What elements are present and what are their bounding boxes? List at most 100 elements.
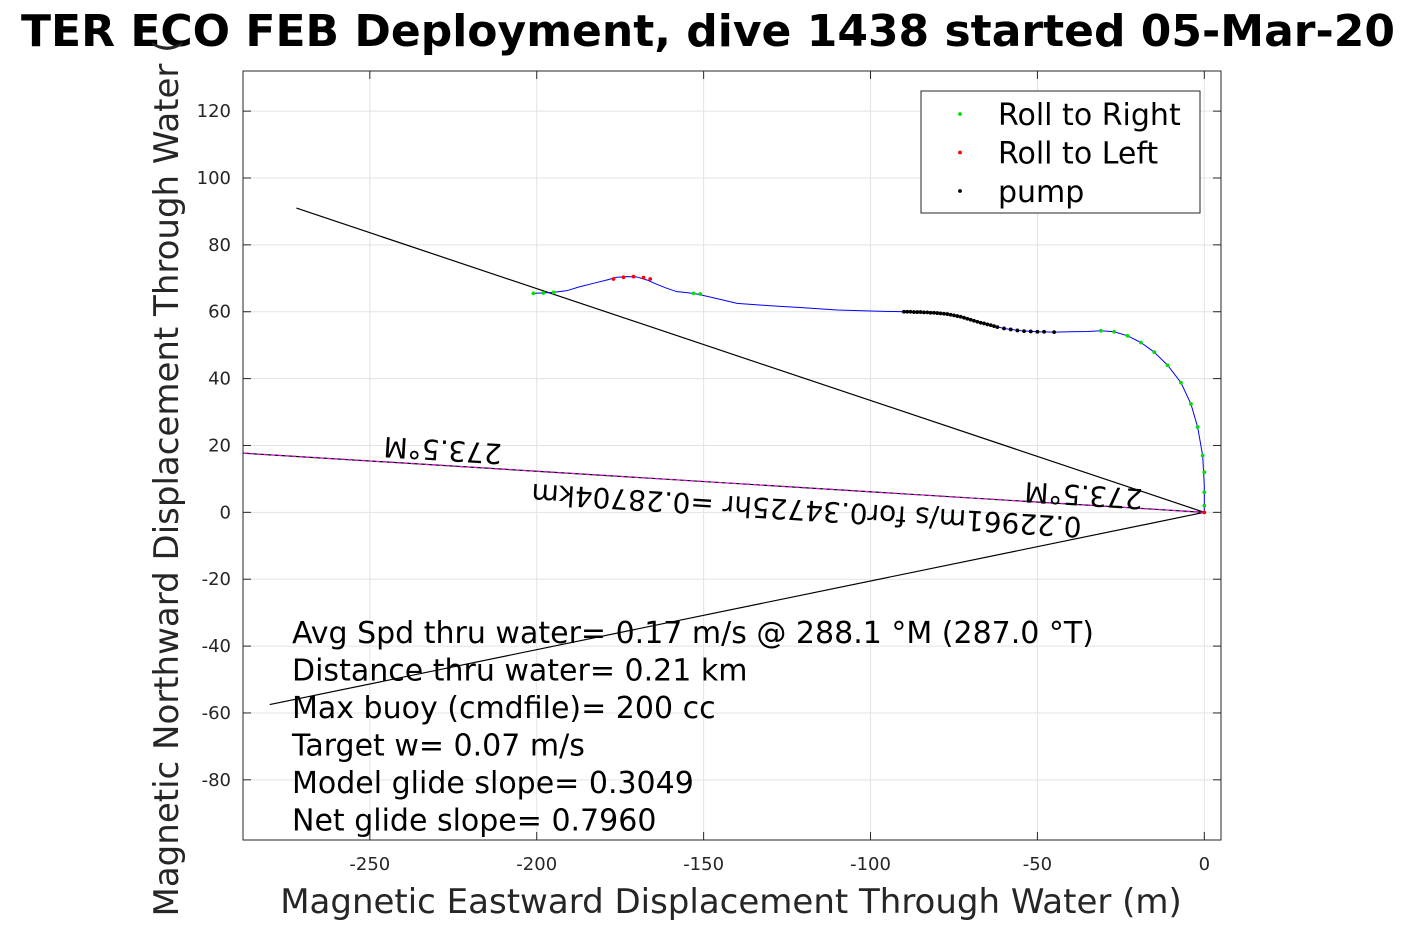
legend-label: Roll to Right — [998, 98, 1181, 133]
stats-line: Avg Spd thru water= 0.17 m/s @ 288.1 °M … — [292, 616, 1094, 651]
reference-line — [243, 452, 1205, 513]
roll-to-right-point — [1189, 402, 1193, 406]
roll-to-right-point — [1165, 363, 1170, 368]
x-tick-label: -200 — [516, 854, 557, 875]
pump-point — [945, 312, 950, 316]
pump-point — [985, 322, 990, 327]
pump-point — [942, 311, 946, 316]
y-tick-label: -60 — [202, 703, 231, 724]
x-tick-label: -150 — [683, 854, 724, 875]
pump-point — [992, 324, 996, 329]
roll-to-right-point — [1125, 333, 1130, 338]
legend-marker — [958, 112, 962, 116]
pump-point — [995, 325, 1000, 330]
roll-to-right-point — [551, 290, 556, 295]
pump-point — [975, 319, 980, 324]
pump-point — [935, 311, 940, 315]
pump-point — [982, 321, 986, 326]
roll-to-right-point — [1200, 453, 1205, 458]
roll-to-right-point — [1179, 380, 1183, 385]
roll-to-right-point — [531, 291, 536, 296]
pump-point — [962, 315, 966, 320]
y-tick-label: -40 — [202, 636, 231, 657]
roll-to-right-point — [1202, 490, 1207, 495]
pump-point — [1002, 326, 1006, 331]
y-tick-label: 0 — [220, 502, 231, 523]
roll-to-right-point — [1112, 329, 1117, 334]
pump-point — [1022, 329, 1026, 334]
pump-point — [972, 318, 976, 323]
axis-ticks: -250 -200 -150 -100 -50 0-80-60-40-2002040608… — [197, 71, 1221, 875]
axes-box — [242, 70, 1222, 841]
pump-point — [925, 310, 930, 315]
x-axis-label: Magnetic Eastward Displacement Through W… — [280, 882, 1182, 922]
pump-point — [922, 310, 926, 315]
pump-point — [965, 316, 970, 321]
y-tick-label: 80 — [208, 235, 231, 256]
pump-point — [932, 310, 936, 315]
heading-annotation: 273.5°M — [1024, 475, 1144, 515]
pump-point — [978, 320, 983, 325]
pump-point — [908, 309, 913, 314]
stats-text-box: Avg Spd thru water= 0.17 m/s @ 288.1 °M … — [291, 616, 1094, 839]
grid — [243, 71, 1221, 840]
roll-to-left-point — [631, 274, 636, 279]
heading-annotation: 273.5°M — [383, 430, 503, 470]
pump-point — [1035, 329, 1040, 334]
stats-line: Net glide slope= 0.7960 — [292, 804, 656, 839]
pump-point — [952, 313, 956, 318]
legend-label: Roll to Left — [998, 137, 1158, 172]
pump-point — [958, 314, 963, 319]
roll-to-right-point — [1202, 470, 1207, 475]
roll-to-left-point — [621, 275, 626, 280]
y-tick-label: 120 — [197, 101, 231, 122]
reference-line — [296, 207, 1205, 513]
roll-to-right-point — [1152, 350, 1157, 355]
roll-to-right-point — [1138, 340, 1143, 345]
plot-content — [243, 207, 1207, 706]
pump-point — [905, 309, 910, 314]
roll-to-left-point — [641, 275, 646, 280]
pump-point — [1042, 329, 1046, 334]
reference-line — [269, 511, 1205, 706]
y-tick-label: 60 — [208, 302, 231, 323]
roll-to-right-point — [541, 291, 546, 295]
stats-line: Distance thru water= 0.21 km — [292, 654, 747, 689]
legend-marker — [958, 150, 962, 155]
stats-line: Target w= 0.07 m/s — [291, 729, 585, 764]
pump-point — [1052, 330, 1057, 335]
roll-to-left-point — [611, 277, 616, 281]
y-tick-label: 100 — [197, 168, 231, 189]
y-tick-label: 40 — [208, 369, 231, 390]
pump-point — [912, 310, 916, 314]
roll-to-right-point — [1098, 328, 1103, 333]
y-tick-label: 20 — [208, 435, 231, 456]
y-tick-label: -80 — [202, 770, 231, 791]
pump-point — [902, 309, 906, 314]
y-axis-label: Magnetic Northward Displacement Through … — [147, 40, 187, 917]
x-tick-label: -100 — [850, 854, 891, 875]
stats-line: Model glide slope= 0.3049 — [292, 766, 694, 801]
roll-to-right-point — [1195, 425, 1200, 429]
y-tick-label: -20 — [202, 569, 231, 590]
pump-point — [955, 314, 960, 318]
x-tick-label: 0 — [1199, 854, 1210, 875]
stats-line: Max buoy (cmdfile)= 200 cc — [292, 691, 716, 726]
x-tick-label: -250 — [349, 854, 390, 875]
pump-point — [968, 317, 973, 322]
roll-to-right-point — [691, 291, 696, 296]
roll-to-left-point — [1202, 510, 1207, 515]
pump-point — [988, 323, 993, 328]
legend-box — [920, 90, 1201, 214]
roll-to-right-point — [1202, 503, 1207, 508]
pump-point — [938, 311, 943, 316]
pump-point — [1028, 329, 1033, 334]
pump-point — [915, 310, 920, 314]
pump-point — [918, 310, 923, 314]
legend-label: pump — [998, 175, 1084, 210]
legend-marker — [958, 189, 962, 193]
plot-area — [243, 207, 1207, 706]
pump-point — [928, 310, 933, 315]
